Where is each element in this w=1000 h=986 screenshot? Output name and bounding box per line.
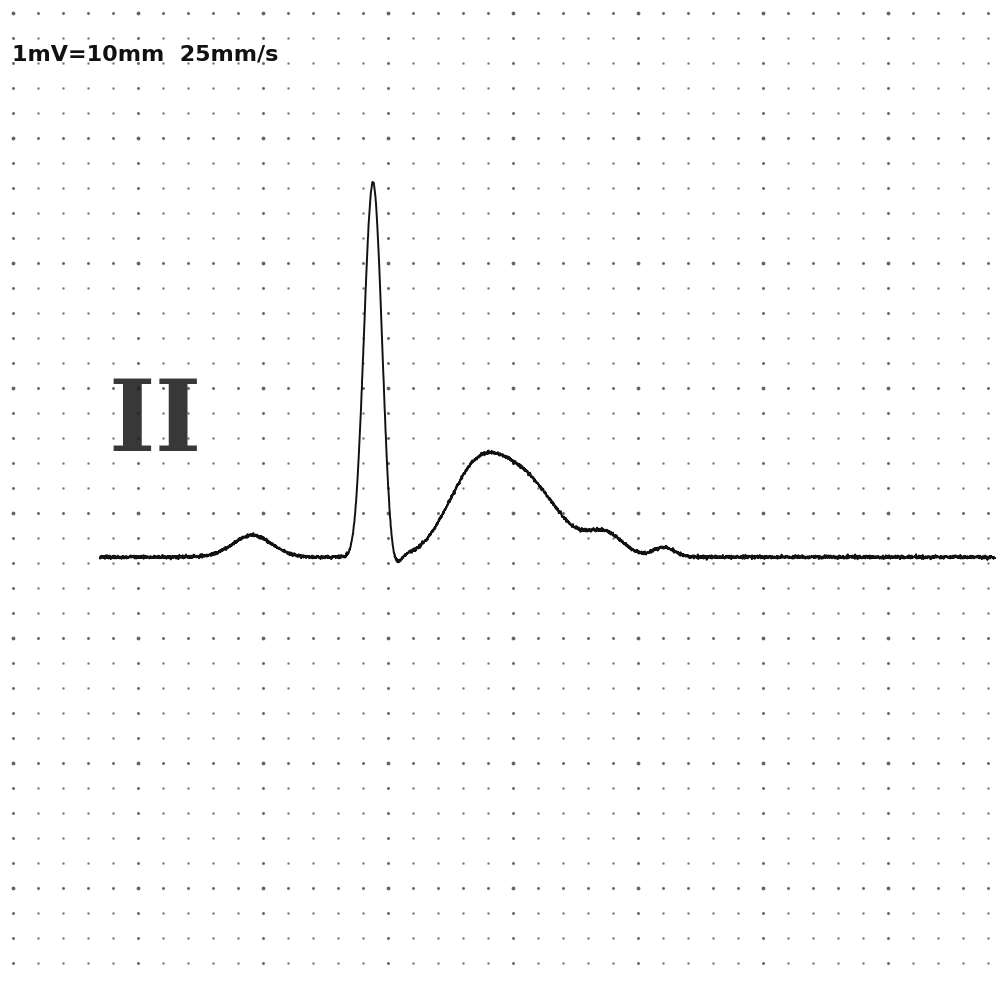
Text: II: II bbox=[108, 375, 202, 471]
Text: 1mV=10mm  25mm/s: 1mV=10mm 25mm/s bbox=[12, 44, 278, 64]
